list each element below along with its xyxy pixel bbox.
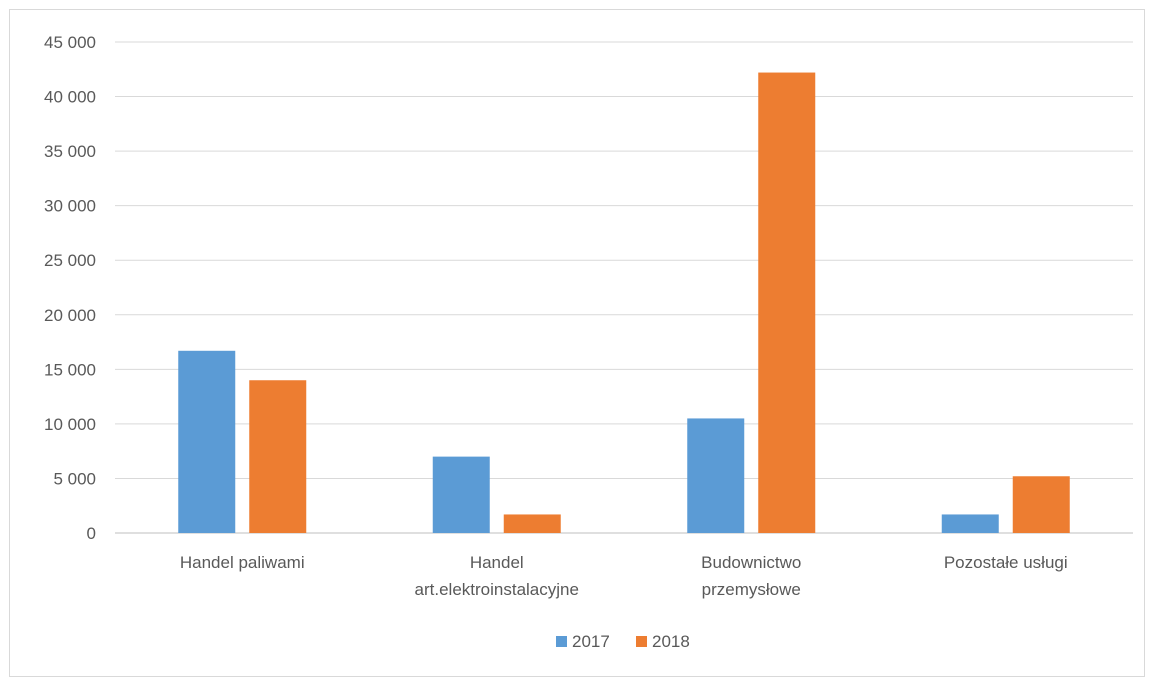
chart-frame	[9, 9, 1145, 677]
y-tick-label: 15 000	[44, 360, 96, 379]
y-tick-label: 20 000	[44, 306, 96, 325]
legend-swatch-2017	[556, 636, 567, 647]
y-tick-label: 25 000	[44, 251, 96, 270]
x-tick-label: Budownictwo	[701, 553, 801, 572]
bar-2018	[503, 514, 561, 533]
x-tick-label: art.elektroinstalacyjne	[415, 580, 579, 599]
y-tick-label: 35 000	[44, 142, 96, 161]
y-tick-label: 45 000	[44, 33, 96, 52]
bar-2017	[432, 456, 490, 533]
legend-label: 2018	[652, 632, 690, 651]
y-tick-label: 30 000	[44, 197, 96, 216]
bar-2018	[1012, 476, 1070, 533]
bar-2018	[758, 72, 816, 533]
bar-2017	[687, 418, 745, 533]
x-tick-label: Handel	[470, 553, 524, 572]
bar-2017	[941, 514, 999, 533]
x-tick-label: przemysłowe	[702, 580, 801, 599]
y-tick-label: 10 000	[44, 415, 96, 434]
bar-2018	[249, 380, 307, 533]
x-tick-label: Handel paliwami	[180, 553, 305, 572]
x-tick-label: Pozostałe usługi	[944, 553, 1068, 572]
y-tick-label: 40 000	[44, 88, 96, 107]
bar-2017	[178, 350, 236, 533]
legend-swatch-2018	[636, 636, 647, 647]
y-tick-label: 5 000	[53, 469, 96, 488]
y-tick-label: 0	[87, 524, 96, 543]
legend-label: 2017	[572, 632, 610, 651]
